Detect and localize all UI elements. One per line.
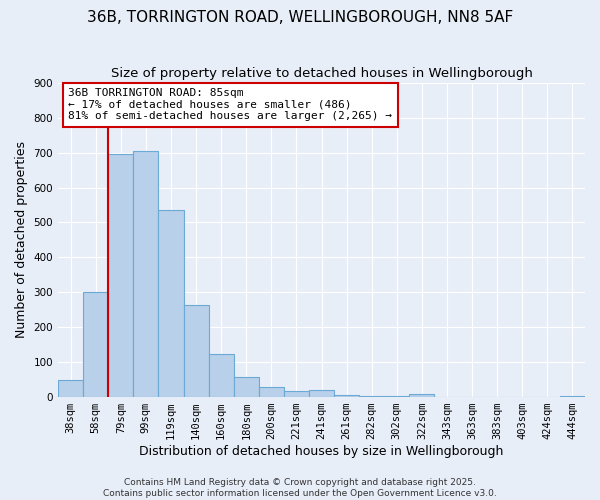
X-axis label: Distribution of detached houses by size in Wellingborough: Distribution of detached houses by size … xyxy=(139,444,504,458)
Bar xyxy=(259,387,284,396)
Bar xyxy=(334,395,359,396)
Bar xyxy=(83,292,108,397)
Bar xyxy=(184,306,209,396)
Bar xyxy=(233,378,259,396)
Bar xyxy=(409,394,434,396)
Y-axis label: Number of detached properties: Number of detached properties xyxy=(15,142,28,338)
Bar xyxy=(108,154,133,396)
Text: 36B, TORRINGTON ROAD, WELLINGBOROUGH, NN8 5AF: 36B, TORRINGTON ROAD, WELLINGBOROUGH, NN… xyxy=(87,10,513,25)
Text: 36B TORRINGTON ROAD: 85sqm
← 17% of detached houses are smaller (486)
81% of sem: 36B TORRINGTON ROAD: 85sqm ← 17% of deta… xyxy=(68,88,392,122)
Bar xyxy=(309,390,334,396)
Bar xyxy=(158,210,184,396)
Bar xyxy=(209,354,233,397)
Text: Contains HM Land Registry data © Crown copyright and database right 2025.
Contai: Contains HM Land Registry data © Crown c… xyxy=(103,478,497,498)
Bar xyxy=(133,150,158,396)
Title: Size of property relative to detached houses in Wellingborough: Size of property relative to detached ho… xyxy=(110,68,532,80)
Bar xyxy=(58,380,83,396)
Bar xyxy=(284,392,309,396)
